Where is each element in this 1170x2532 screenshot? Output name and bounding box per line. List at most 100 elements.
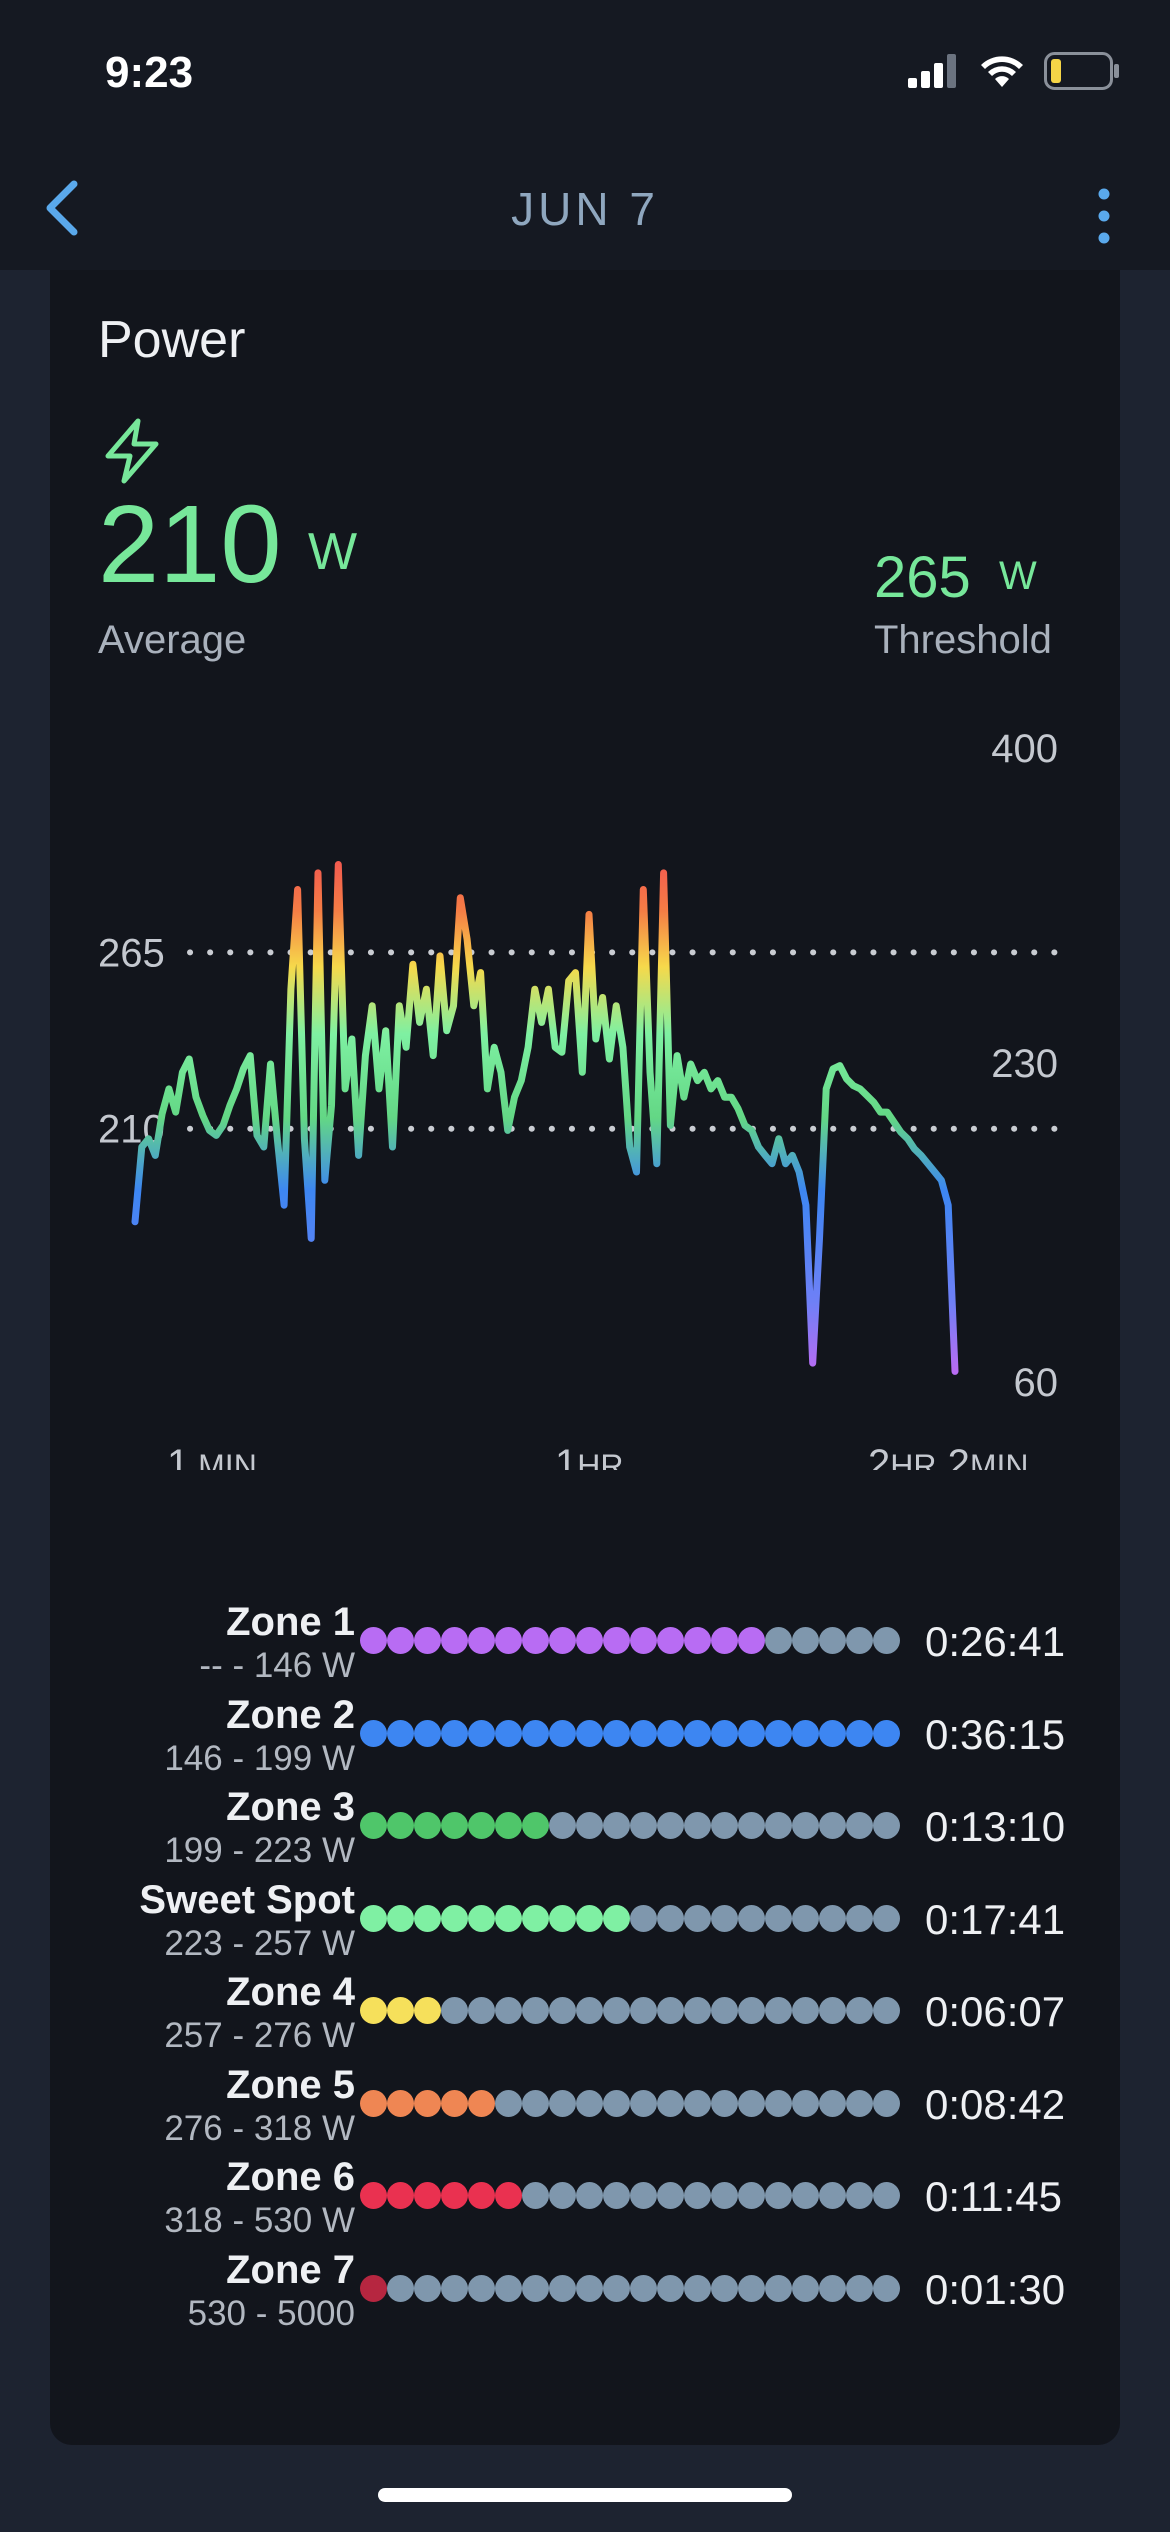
zone-dot <box>549 2182 576 2209</box>
zone-dot <box>522 1719 549 1747</box>
zone-dot <box>657 2274 684 2302</box>
zone-dot <box>711 1904 738 1932</box>
zone-dot <box>819 2182 846 2209</box>
zone-dot <box>711 1997 738 2024</box>
zone-dot <box>549 1904 576 1932</box>
zone-dot <box>468 1719 495 1747</box>
average-power-label: Average <box>98 618 247 662</box>
zone-dot <box>819 1812 846 1839</box>
zone-dot <box>684 1904 711 1932</box>
zone-dot <box>792 1719 819 1747</box>
wifi-icon <box>981 56 1023 87</box>
zone-dot <box>819 1997 846 2024</box>
zone-row: Zone 1 -- - 146 W 0:26:41 <box>50 1600 1120 1692</box>
zone-dot <box>792 2274 819 2302</box>
zone-dot <box>414 2089 441 2117</box>
zone-dot <box>414 1904 441 1932</box>
zone-dot <box>549 1997 576 2024</box>
zone-dot <box>468 1627 495 1654</box>
zone-range: 199 - 223 W <box>164 1831 355 1870</box>
zone-dot <box>738 2182 765 2209</box>
zone-dot <box>549 1719 576 1747</box>
zone-dot <box>387 1997 414 2024</box>
more-options-icon[interactable] <box>1094 186 1114 246</box>
zone-range: 257 - 276 W <box>164 2016 355 2055</box>
zone-time: 0:01:30 <box>925 2265 1066 2313</box>
zone-dot <box>468 2089 495 2117</box>
zone-time: 0:11:45 <box>925 2173 1063 2220</box>
home-indicator <box>378 2488 792 2502</box>
zone-dot <box>495 2182 522 2209</box>
y-tick-label: 400 <box>991 727 1058 771</box>
zone-dot <box>711 1627 738 1654</box>
zone-dot <box>819 1904 846 1932</box>
zone-dot <box>603 1812 630 1839</box>
zone-dot <box>792 2089 819 2117</box>
zone-dot <box>873 1997 900 2024</box>
zone-dot <box>414 2274 441 2302</box>
zone-dot <box>495 1627 522 1654</box>
zone-dot <box>765 2089 792 2117</box>
zone-row: Zone 7 530 - 5000 0:01:30 <box>50 2248 1120 2340</box>
x-tick-label: 1HR <box>555 1442 623 1470</box>
zone-dot <box>846 2182 873 2209</box>
page-title: JUN 7 <box>511 183 659 235</box>
zone-dot <box>846 1812 873 1839</box>
zone-dot <box>711 2274 738 2302</box>
zone-progress-dots <box>360 2182 900 2212</box>
zone-row: Zone 2 146 - 199 W 0:36:15 <box>50 1693 1120 1785</box>
zone-dot <box>495 1719 522 1747</box>
zone-dot <box>657 1719 684 1747</box>
zone-time: 0:17:41 <box>925 1895 1066 1943</box>
threshold-power-label: Threshold <box>874 618 1052 662</box>
zone-dot <box>792 1904 819 1932</box>
zone-range: 276 - 318 W <box>164 2108 355 2148</box>
zone-dot <box>387 1812 414 1839</box>
zone-name: Zone 6 <box>226 2155 355 2199</box>
zone-dot <box>360 1719 387 1747</box>
zone-dot <box>522 1997 549 2024</box>
zone-dot <box>630 1812 657 1839</box>
zone-dot <box>846 1627 873 1654</box>
zone-dot <box>495 1904 522 1932</box>
zone-dot <box>468 1812 495 1839</box>
zone-dot <box>387 1719 414 1747</box>
zone-dot <box>495 2089 522 2117</box>
zone-dot <box>738 1627 765 1654</box>
status-icons <box>908 52 1120 90</box>
zone-dot <box>414 1812 441 1839</box>
zone-dot <box>495 1812 522 1839</box>
zone-dot <box>360 1812 387 1839</box>
zone-dot <box>603 1627 630 1654</box>
zone-dot <box>873 1812 900 1839</box>
zone-progress-dots <box>360 1719 900 1750</box>
zone-dot <box>819 2274 846 2302</box>
back-chevron-icon[interactable] <box>38 178 98 238</box>
status-time: 9:23 <box>105 48 194 97</box>
zone-dot <box>522 2089 549 2117</box>
zone-row: Zone 5 276 - 318 W 0:08:42 <box>50 2063 1120 2155</box>
zone-name: Zone 4 <box>226 1970 355 2014</box>
zone-dot <box>387 1627 414 1654</box>
zone-dot <box>360 2089 387 2117</box>
zone-dot <box>549 2089 576 2117</box>
zone-dot <box>738 2274 765 2302</box>
zone-dot <box>711 1719 738 1747</box>
zone-dot <box>684 1719 711 1747</box>
zone-dot <box>603 2182 630 2209</box>
zone-dot <box>576 1627 603 1654</box>
zone-dot <box>630 1904 657 1932</box>
zone-dot <box>738 1719 765 1747</box>
zone-dot <box>873 1904 900 1932</box>
zone-dot <box>765 2182 792 2209</box>
zone-dot <box>657 1627 684 1654</box>
zone-dot <box>684 2274 711 2302</box>
zone-dot <box>441 1812 468 1839</box>
zone-range: 318 - 530 W <box>164 2201 355 2240</box>
zone-dot <box>684 1812 711 1839</box>
zone-range: 146 - 199 W <box>164 1738 355 1778</box>
zone-dot <box>441 1627 468 1654</box>
zone-dot <box>684 1997 711 2024</box>
y-tick-label: 230 <box>991 1042 1058 1086</box>
zone-time: 0:36:15 <box>925 1710 1066 1758</box>
